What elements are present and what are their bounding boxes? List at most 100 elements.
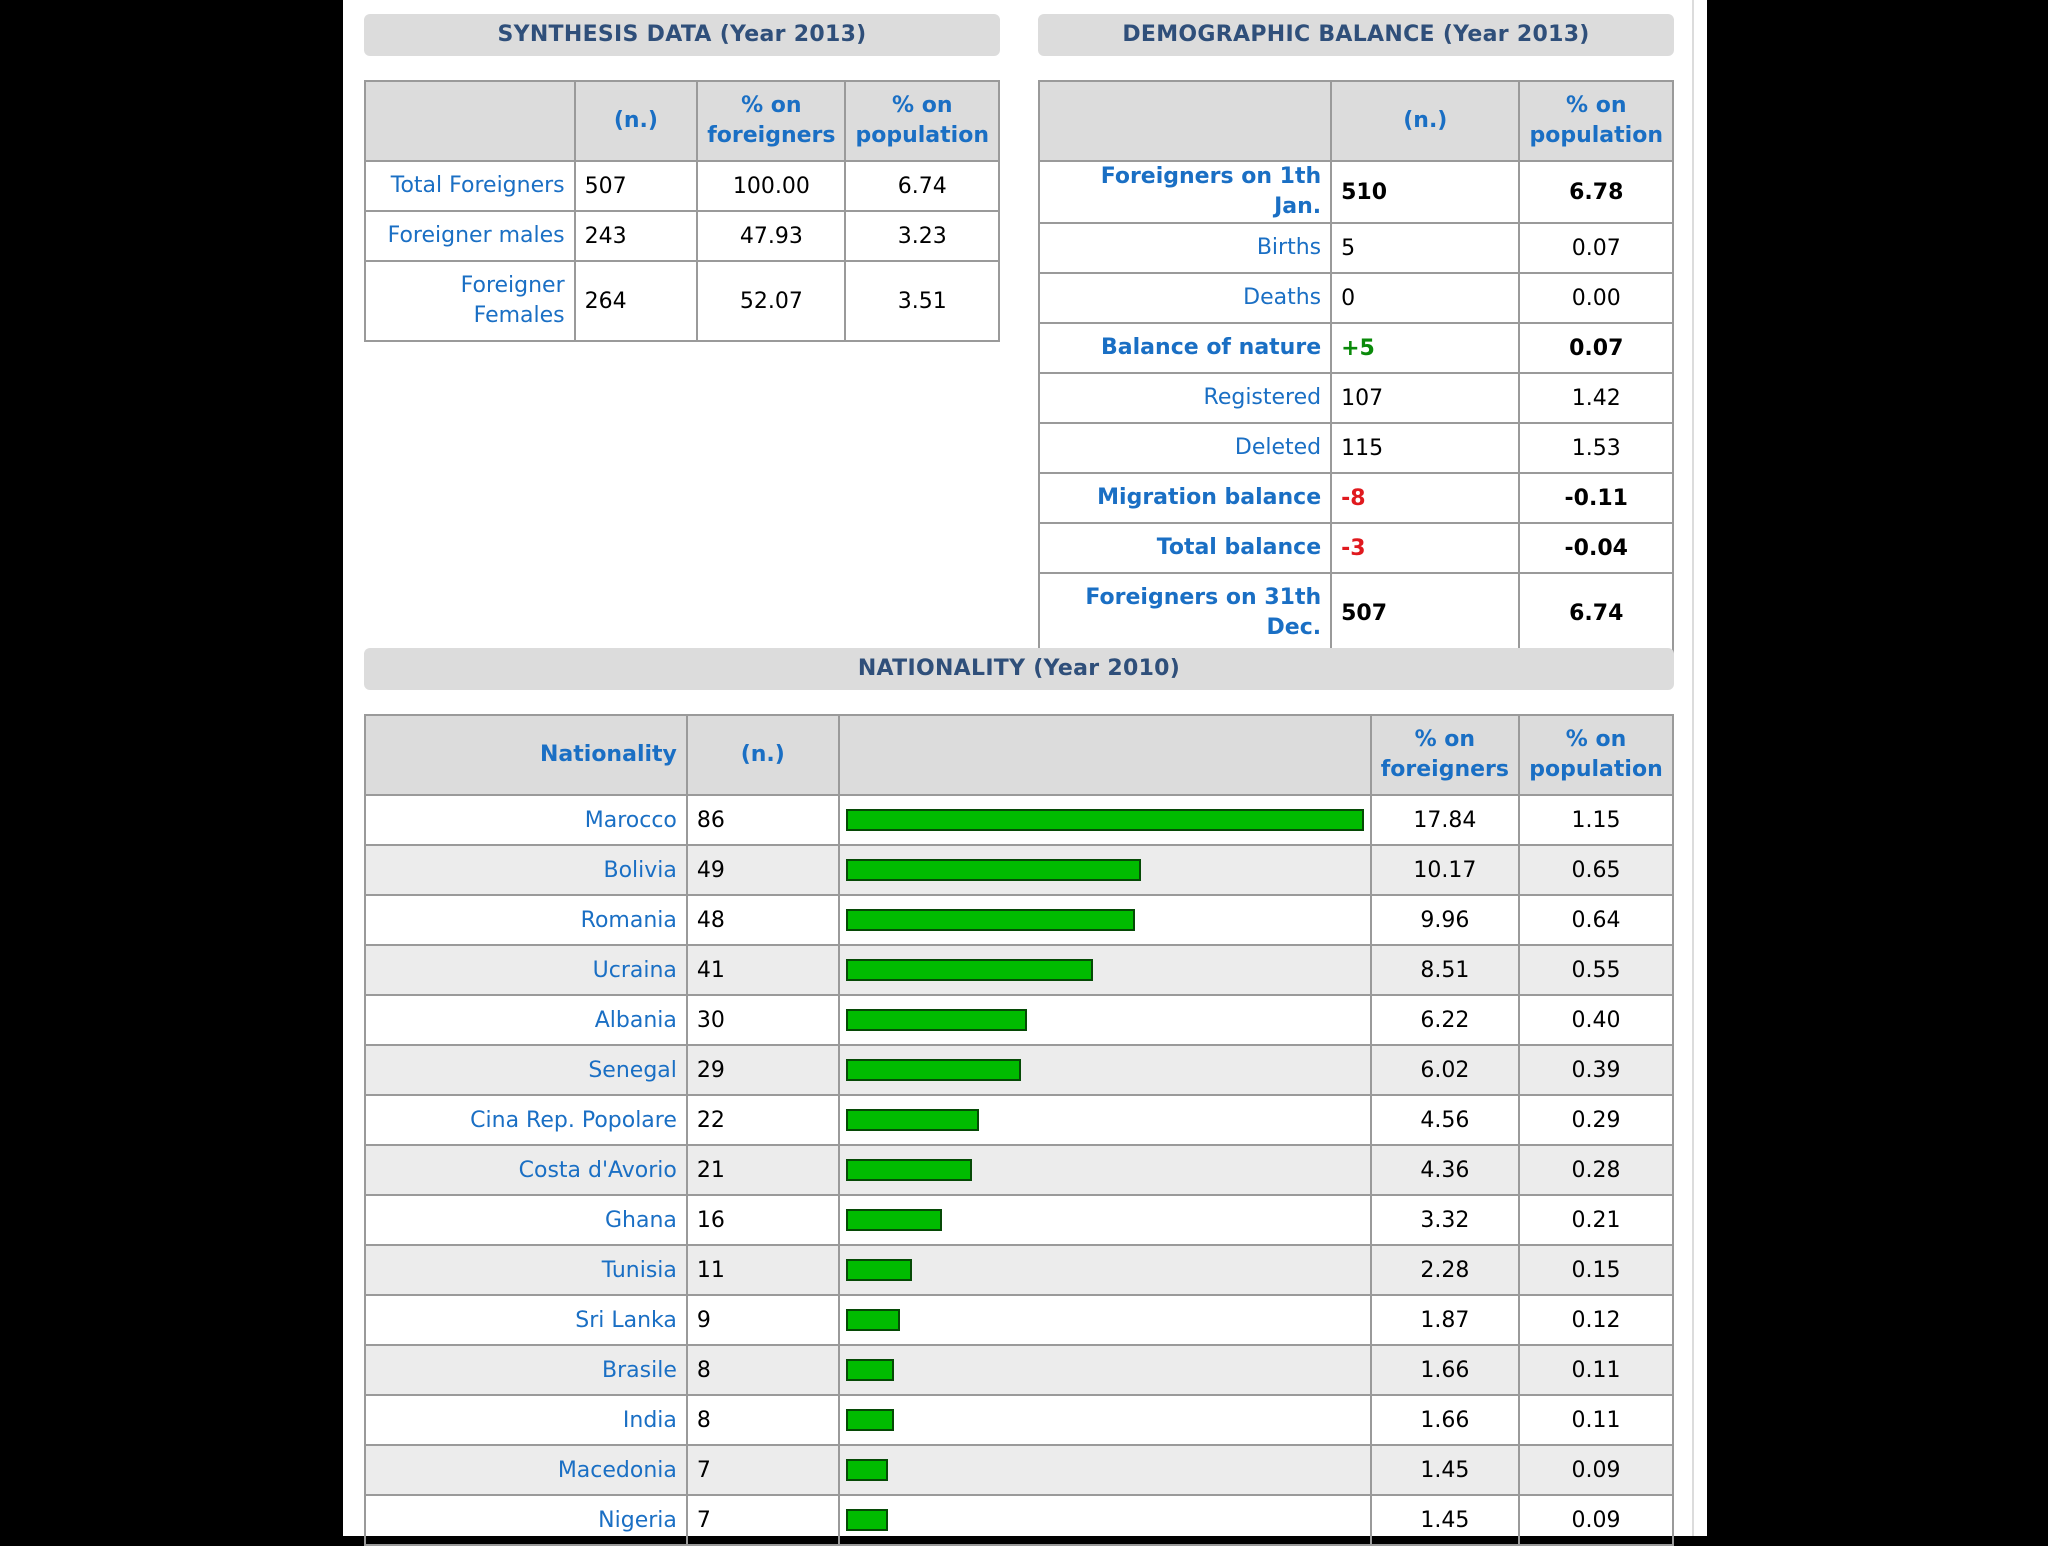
nationality-row-n: 30 [685,994,840,1046]
synthesis-row-n: 507 [573,160,699,212]
synthesis-row: Total Foreigners 507 100.00 6.74 [364,160,1000,212]
nationality-row-pct-population: 0.15 [1517,1244,1675,1296]
nationality-bar [845,1509,888,1531]
nationality-row-pct-population: 0.39 [1517,1044,1675,1096]
nationality-bar-cell [837,1444,1372,1496]
page-edge-divider [1692,0,1694,1536]
nationality-row: Brasile 8 1.66 0.11 [364,1344,1675,1396]
nationality-row: Ucraina 41 8.51 0.55 [364,944,1675,996]
nationality-row-n: 21 [685,1144,840,1196]
nationality-row-pct-foreigners: 1.45 [1369,1494,1520,1546]
nationality-row-label: Sri Lanka [364,1294,688,1346]
nationality-row-pct-foreigners: 1.66 [1369,1344,1520,1396]
nationality-row-label: Nigeria [364,1494,688,1546]
synthesis-row-pct-foreigners: 52.07 [696,260,847,342]
nationality-bar-cell [837,794,1372,846]
nationality-bar-cell [837,1344,1372,1396]
nationality-header-pct-foreigners: % on foreigners [1369,714,1520,796]
demographic-row-n: 107 [1330,372,1521,424]
nationality-bar [845,959,1093,981]
nationality-bar [845,1459,888,1481]
nationality-row-pct-foreigners: 6.02 [1369,1044,1520,1096]
nationality-row-pct-foreigners: 1.87 [1369,1294,1520,1346]
nationality-bar-cell [837,1144,1372,1196]
nationality-bar-cell [837,1194,1372,1246]
nationality-bar [845,1209,942,1231]
synthesis-header-row: (n.) % on foreigners % on population [364,80,1000,162]
nationality-bar-cell [837,1394,1372,1446]
nationality-row-label: Brasile [364,1344,688,1396]
demographic-row-label: Deaths [1037,272,1333,324]
demographic-row-label: Total balance [1037,522,1333,574]
nationality-header-pct-population: % on population [1517,714,1675,796]
nationality-row: Marocco 86 17.84 1.15 [364,794,1675,846]
synthesis-header-blank [364,80,576,162]
nationality-row: Tunisia 11 2.28 0.15 [364,1244,1675,1296]
nationality-row: Bolivia 49 10.17 0.65 [364,844,1675,896]
nationality-row-n: 9 [685,1294,840,1346]
nationality-row-pct-foreigners: 1.66 [1369,1394,1520,1446]
nationality-row-pct-foreigners: 3.32 [1369,1194,1520,1246]
nationality-bar [845,1059,1021,1081]
nationality-bar [845,1159,972,1181]
nationality-row-label: Cina Rep. Popolare [364,1094,688,1146]
nationality-row-pct-population: 0.09 [1517,1444,1675,1496]
nationality-row-label: Bolivia [364,844,688,896]
nationality-row-pct-foreigners: 6.22 [1369,994,1520,1046]
nationality-row-pct-foreigners: 10.17 [1369,844,1520,896]
synthesis-header-pct-population: % on population [844,80,1000,162]
synthesis-row-pct-population: 3.51 [844,260,1000,342]
nationality-row-n: 49 [685,844,840,896]
nationality-bar-cell [837,1494,1372,1546]
nationality-bar [845,909,1135,931]
nationality-title: NATIONALITY (Year 2010) [364,648,1674,690]
demographic-row: Deaths 0 0.00 [1037,272,1674,324]
nationality-bar-cell [837,1294,1372,1346]
synthesis-row-n: 264 [573,260,699,342]
synthesis-row-pct-population: 3.23 [844,210,1000,262]
synthesis-row: Foreigner Females 264 52.07 3.51 [364,260,1000,342]
nationality-bar [845,1259,912,1281]
nationality-row-n: 8 [685,1344,840,1396]
nationality-row-n: 11 [685,1244,840,1296]
demographic-row-n: 5 [1330,222,1521,274]
nationality-row-pct-foreigners: 4.56 [1369,1094,1520,1146]
demographic-header-row: (n.) % on population [1037,80,1674,162]
nationality-row-pct-foreigners: 17.84 [1369,794,1520,846]
nationality-bar-cell [837,894,1372,946]
synthesis-row-pct-foreigners: 47.93 [696,210,847,262]
nationality-row-pct-population: 0.21 [1517,1194,1675,1246]
page-content: SYNTHESIS DATA (Year 2013) (n.) % on for… [343,0,1707,1546]
demographic-header-blank [1037,80,1333,162]
nationality-table: Nationality (n.) % on foreigners % on po… [364,714,1675,1546]
nationality-row-n: 8 [685,1394,840,1446]
nationality-row-n: 7 [685,1444,840,1496]
nationality-row-pct-population: 0.29 [1517,1094,1675,1146]
demographic-row-pct-population: 0.00 [1518,272,1674,324]
synthesis-row-n: 243 [573,210,699,262]
nationality-row-pct-population: 0.65 [1517,844,1675,896]
demographic-row-label: Migration balance [1037,472,1333,524]
nationality-row-label: India [364,1394,688,1446]
nationality-row-pct-foreigners: 2.28 [1369,1244,1520,1296]
nationality-row-pct-population: 0.40 [1517,994,1675,1046]
nationality-row-n: 7 [685,1494,840,1546]
nationality-row-label: Romania [364,894,688,946]
nationality-row-n: 16 [685,1194,840,1246]
nationality-bar [845,1009,1027,1031]
demographic-header-pct-population: % on population [1518,80,1674,162]
demographic-row-pct-population: -0.11 [1518,472,1674,524]
demographic-row: Migration balance -8 -0.11 [1037,472,1674,524]
demographic-row-n: +5 [1330,322,1521,374]
demographic-row-n: -8 [1330,472,1521,524]
nationality-bar [845,809,1364,831]
nationality-bar [845,1359,894,1381]
nationality-row-pct-population: 1.15 [1517,794,1675,846]
nationality-row: Sri Lanka 9 1.87 0.12 [364,1294,1675,1346]
demographic-row: Foreigners on 31th Dec. 507 6.74 [1037,572,1674,654]
nationality-row-pct-foreigners: 8.51 [1369,944,1520,996]
nationality-bar [845,1409,894,1431]
demographic-row: Foreigners on 1th Jan. 510 6.78 [1037,160,1674,224]
nationality-row-pct-population: 0.64 [1517,894,1675,946]
nationality-bar [845,1109,979,1131]
